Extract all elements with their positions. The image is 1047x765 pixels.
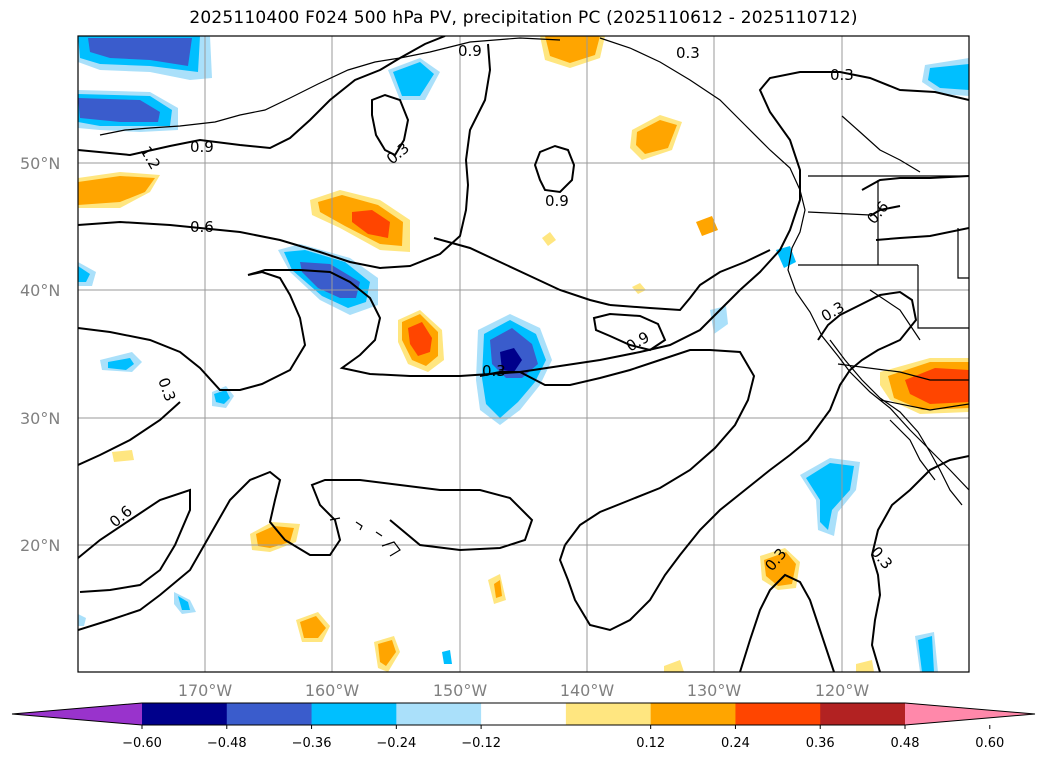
- lon-label: 130°W: [687, 681, 742, 700]
- colorbar-extend-min: [12, 703, 142, 725]
- lat-label: 20°N: [20, 536, 60, 555]
- colorbar-swatch: [735, 703, 821, 725]
- lat-label: 40°N: [20, 281, 60, 300]
- lon-label: 170°W: [178, 681, 233, 700]
- colorbar-tick-label: 0.60: [975, 736, 1004, 751]
- contour-label: 0.9: [190, 138, 214, 156]
- contour-label: 0.3: [676, 44, 700, 62]
- colorbar-tick-label: −0.60: [122, 736, 162, 751]
- colorbar-extend-max: [905, 703, 1035, 725]
- contour-label: 0.9: [458, 42, 482, 60]
- colorbar-swatch: [650, 703, 736, 725]
- latitude-labels: 50°N 40°N 30°N 20°N: [20, 154, 60, 555]
- graticule: [78, 36, 969, 672]
- colorbar-tick-label: −0.24: [376, 736, 416, 751]
- colorbar-swatch: [396, 703, 482, 725]
- colorbar-tick-label: 0.12: [636, 736, 665, 751]
- map-title: 2025110400 F024 500 hPa PV, precipitatio…: [189, 8, 858, 28]
- colorbar-swatch: [226, 703, 313, 725]
- longitude-labels: 170°W 160°W 150°W 140°W 130°W 120°W: [178, 681, 870, 700]
- lon-label: 160°W: [305, 681, 360, 700]
- colorbar: −0.60 −0.48 −0.36 −0.24 −0.12 0.12 0.24 0.36 0.4…: [11, 702, 1036, 751]
- colorbar-tick-label: 0.24: [721, 736, 750, 751]
- colorbar-swatch: [481, 703, 567, 725]
- lon-label: 150°W: [433, 681, 488, 700]
- contour-label: 0.3: [482, 362, 506, 380]
- colorbar-swatch: [565, 703, 652, 725]
- colorbar-tick-label: 0.36: [806, 736, 835, 751]
- contour-label: 0.9: [545, 192, 569, 210]
- lon-label: 140°W: [560, 681, 615, 700]
- colorbar-tick-label: −0.36: [292, 736, 332, 751]
- lat-label: 30°N: [20, 409, 60, 428]
- pv-contours: [78, 36, 969, 672]
- colorbar-swatch: [820, 703, 906, 725]
- lat-label: 50°N: [20, 154, 60, 173]
- lon-label: 120°W: [815, 681, 870, 700]
- colorbar-tick-label: −0.48: [207, 736, 247, 751]
- colorbar-swatch: [311, 703, 397, 725]
- colorbar-swatch: [142, 703, 228, 725]
- colorbar-tick-label: −0.12: [461, 736, 501, 751]
- coastlines: [99, 37, 969, 557]
- colorbar-tick-label: 0.48: [891, 736, 920, 751]
- contour-label: 0.3: [830, 66, 854, 84]
- map-frame: [77, 35, 970, 673]
- precip-fills: [78, 36, 969, 672]
- contour-label: 0.6: [190, 218, 214, 236]
